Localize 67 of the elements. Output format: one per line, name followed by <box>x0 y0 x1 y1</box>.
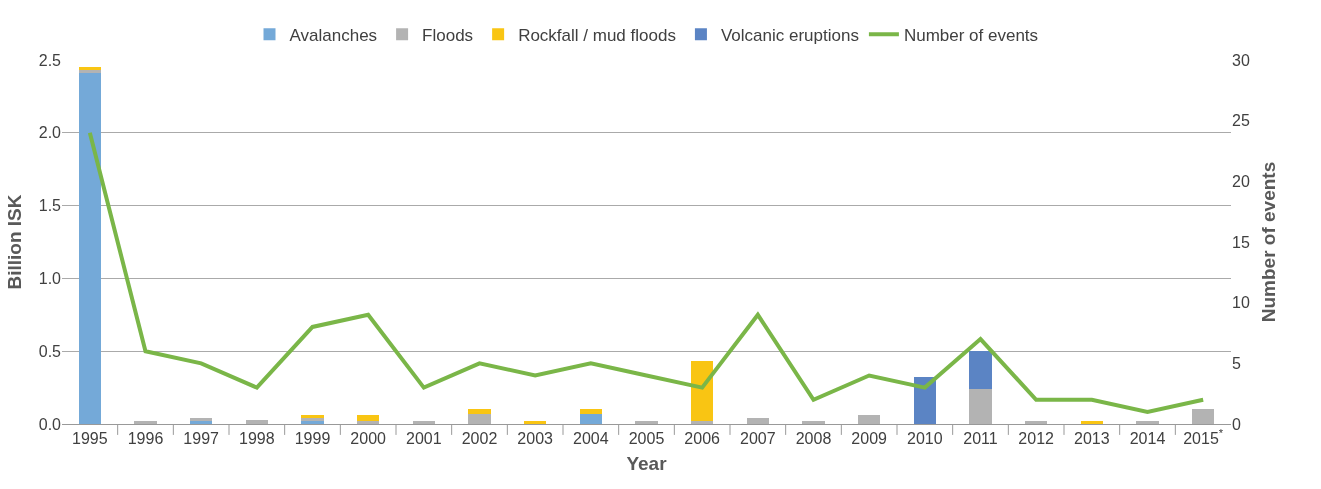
x-tick-label: 2011 <box>963 430 998 448</box>
bar <box>969 389 992 424</box>
x-tick-label: 1996 <box>127 430 164 448</box>
line-series <box>87 130 1206 414</box>
x-tick-label: 2014 <box>1129 430 1166 448</box>
x-tick-label: 2013 <box>1074 430 1110 448</box>
bar <box>1025 421 1048 424</box>
y2-tick-label: 15 <box>1232 233 1250 251</box>
bar <box>858 415 881 424</box>
x-tick-label: 1998 <box>239 430 275 448</box>
bar <box>746 418 769 424</box>
x-tick-label: 2001 <box>406 430 442 448</box>
y2-tick-label: 25 <box>1232 112 1250 130</box>
y2-tick-label: 20 <box>1232 172 1250 190</box>
x-tick-label: 1999 <box>294 430 331 448</box>
y2-tick-label: 5 <box>1232 354 1241 372</box>
bar <box>802 421 825 424</box>
legend-label: Number of events <box>903 25 1039 45</box>
x-tick-label: 2004 <box>573 430 609 448</box>
x-tick-label: 2006 <box>684 430 721 448</box>
bar <box>78 73 101 424</box>
bar <box>412 421 435 424</box>
bar <box>1192 409 1215 424</box>
bar <box>913 377 936 424</box>
y-tick-label: 2.0 <box>38 124 62 142</box>
y-axis-title: Billion ISK <box>3 194 25 290</box>
legend-label: Floods <box>422 25 474 45</box>
x-tick-label: 1995 <box>72 430 108 448</box>
bar <box>691 361 714 422</box>
x-tick-label: 2007 <box>740 430 776 448</box>
y2-axis-title: Number of events <box>1257 161 1279 323</box>
legend-label: Avalanches <box>289 25 378 45</box>
x-tick-label: 2012 <box>1018 430 1055 448</box>
y-tick-label: 1.5 <box>38 197 62 215</box>
bar <box>1080 421 1103 424</box>
x-tick-label: 1997 <box>183 430 220 448</box>
y-tick-label: 2.5 <box>38 51 62 69</box>
bar <box>468 409 491 414</box>
y-tick-label: 0.0 <box>38 415 62 433</box>
bar <box>245 419 268 424</box>
y2-tick-label: 30 <box>1232 51 1250 69</box>
y2-tick-label: 0 <box>1232 415 1241 433</box>
x-axis-title: Year <box>626 453 668 474</box>
x-tick-label: 2008 <box>795 430 832 448</box>
bar <box>357 421 380 424</box>
bar <box>969 351 992 390</box>
x-tick-label: 2000 <box>350 430 387 448</box>
bar <box>579 413 602 424</box>
y-tick-label: 0.5 <box>38 342 62 360</box>
x-tick-label: 2015$^{*}$ <box>1183 427 1224 448</box>
x-tick-label: 2002 <box>461 430 498 448</box>
bar <box>1136 421 1159 424</box>
x-tick-label: 2009 <box>851 430 888 448</box>
y2-tick-label: 10 <box>1232 294 1250 312</box>
bar <box>357 415 380 422</box>
bar <box>468 413 491 424</box>
bar <box>524 421 547 424</box>
bar <box>691 421 714 424</box>
y-tick-label: 1.0 <box>38 270 62 287</box>
bar <box>134 421 157 424</box>
bar <box>579 409 602 414</box>
legend-label: Rockfall / mud floods <box>518 25 676 45</box>
x-tick-label: 2003 <box>517 430 554 448</box>
x-tick-label: 2010 <box>907 430 943 448</box>
legend-label: Volcanic eruptions <box>720 25 859 45</box>
bar <box>635 421 658 424</box>
x-tick-label: 2005 <box>628 430 665 448</box>
